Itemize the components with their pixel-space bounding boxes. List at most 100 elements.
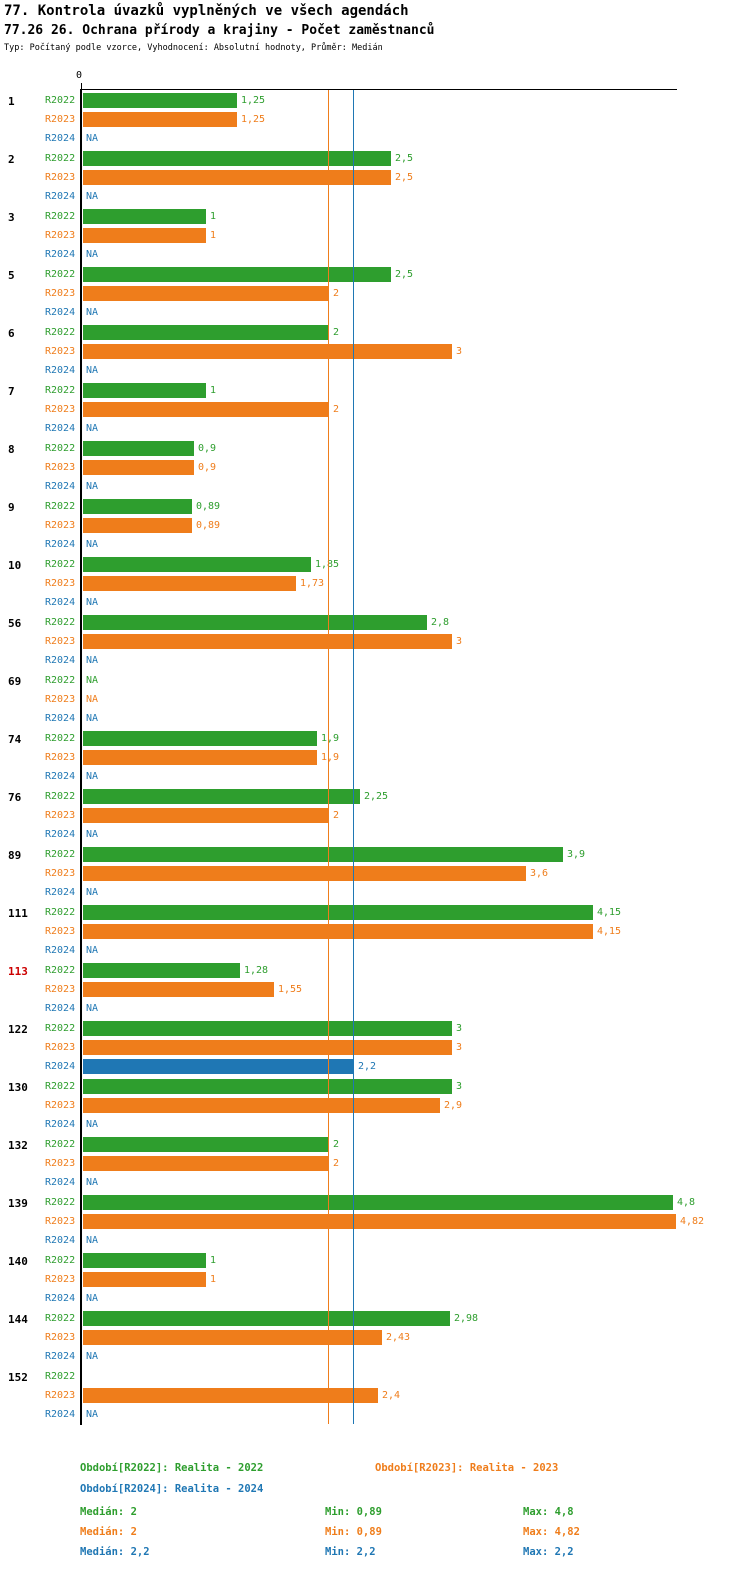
group-id-label: 7	[8, 385, 15, 398]
bar	[83, 1156, 329, 1171]
bar	[83, 151, 391, 166]
bar	[83, 170, 391, 185]
bar-group: 5 R2022 2,5 R2023 2 R2024 NA	[0, 265, 750, 323]
value-label: 2	[333, 1139, 340, 1150]
bar-row: R2022 3,9	[0, 845, 750, 864]
series-label: R2023	[45, 1274, 76, 1285]
series-label: R2023	[45, 1100, 76, 1111]
series-label: R2024	[45, 307, 76, 318]
bar-row: R2024 NA	[0, 651, 750, 670]
value-label: 1,73	[300, 578, 325, 589]
bar-row: R2023 3	[0, 1038, 750, 1057]
bar-group: 9 R2022 0,89 R2023 0,89 R2024 NA	[0, 497, 750, 555]
value-label: 2,2	[358, 1061, 377, 1072]
bar-group: 69 R2022 NA R2023 NA R2024 NA	[0, 671, 750, 729]
value-label: 2,5	[395, 269, 414, 280]
value-label: NA	[86, 423, 99, 434]
value-label: 2,25	[364, 791, 389, 802]
bar-row: R2022 0,9	[0, 439, 750, 458]
bar-group: 132 R2022 2 R2023 2 R2024 NA	[0, 1135, 750, 1193]
series-label: R2022	[45, 733, 76, 744]
bar-row: R2024 NA	[0, 303, 750, 322]
bar-group: 111 R2022 4,15 R2023 4,15 R2024 NA	[0, 903, 750, 961]
bar	[83, 112, 237, 127]
group-id-label: 89	[8, 849, 22, 862]
group-id-label: 8	[8, 443, 15, 456]
bar-row: R2022 1	[0, 1251, 750, 1270]
value-label: NA	[86, 945, 99, 956]
series-label: R2023	[45, 694, 76, 705]
group-id-label: 74	[8, 733, 22, 746]
value-label: NA	[86, 481, 99, 492]
bar-row: R2023 2	[0, 284, 750, 303]
series-label: R2023	[45, 230, 76, 241]
series-label: R2022	[45, 849, 76, 860]
series-label: R2024	[45, 365, 76, 376]
bar-row: R2023 2,4	[0, 1386, 750, 1405]
series-label: R2023	[45, 520, 76, 531]
bar	[83, 905, 593, 920]
bar-row: R2023 2	[0, 806, 750, 825]
bar	[83, 731, 317, 746]
value-label: NA	[86, 1409, 99, 1420]
series-label: R2024	[45, 887, 76, 898]
bar-group: 113 R2022 1,28 R2023 1,55 R2024 NA	[0, 961, 750, 1019]
bar	[83, 1330, 382, 1345]
bar	[83, 286, 329, 301]
bar-row: R2022 0,89	[0, 497, 750, 516]
series-label: R2023	[45, 1158, 76, 1169]
bar	[83, 267, 391, 282]
bar-row: R2024 NA	[0, 419, 750, 438]
bar-row: R2022 1,9	[0, 729, 750, 748]
bar	[83, 1214, 676, 1229]
bar-row: R2022 1,85	[0, 555, 750, 574]
value-label: 1	[210, 230, 217, 241]
bar-group: 1 R2022 1,25 R2023 1,25 R2024 NA	[0, 91, 750, 149]
bar-row: R2022 3	[0, 1019, 750, 1038]
bar-row: R2023 2	[0, 400, 750, 419]
series-label: R2024	[45, 1177, 76, 1188]
series-label: R2024	[45, 249, 76, 260]
series-label: R2023	[45, 346, 76, 357]
group-id-label: 56	[8, 617, 22, 630]
bar-row: R2023 2	[0, 1154, 750, 1173]
y-axis-line	[80, 89, 82, 1425]
value-label: NA	[86, 887, 99, 898]
value-label: NA	[86, 1119, 99, 1130]
x-axis-line	[82, 89, 677, 90]
bar-row: R2023 1,55	[0, 980, 750, 999]
bar-group: 144 R2022 2,98 R2023 2,43 R2024 NA	[0, 1309, 750, 1367]
legend-max-r2022: Max: 4,8	[523, 1506, 574, 1518]
bar-group: 6 R2022 2 R2023 3 R2024 NA	[0, 323, 750, 381]
group-id-label: 10	[8, 559, 22, 572]
bar-row: R2023 2,9	[0, 1096, 750, 1115]
legend-min-r2022: Min: 0,89	[325, 1506, 382, 1518]
bar-row: R2022 1	[0, 207, 750, 226]
series-label: R2024	[45, 423, 76, 434]
value-label: NA	[86, 829, 99, 840]
bar-row: R2023 3	[0, 342, 750, 361]
series-label: R2024	[45, 1119, 76, 1130]
series-label: R2024	[45, 1351, 76, 1362]
value-label: NA	[86, 675, 99, 686]
group-id-label: 9	[8, 501, 15, 514]
group-id-label: 113	[8, 965, 28, 978]
series-label: R2023	[45, 1332, 76, 1343]
series-label: R2022	[45, 385, 76, 396]
value-label: 3	[456, 1081, 463, 1092]
bar	[83, 982, 274, 997]
bar-group: 76 R2022 2,25 R2023 2 R2024 NA	[0, 787, 750, 845]
value-label: 0,9	[198, 443, 217, 454]
series-label: R2022	[45, 965, 76, 976]
bar	[83, 499, 192, 514]
value-label: NA	[86, 133, 99, 144]
value-label: 1,25	[241, 114, 266, 125]
legend-max-r2023: Max: 4,82	[523, 1526, 580, 1538]
bar-row: R2024 NA	[0, 1405, 750, 1424]
bar-row: R2022 2,8	[0, 613, 750, 632]
page-title: 77. Kontrola úvazků vyplněných ve všech …	[4, 3, 409, 19]
value-label: 4,15	[597, 907, 622, 918]
bar-row: R2022 2	[0, 1135, 750, 1154]
series-label: R2023	[45, 1042, 76, 1053]
bar-row: R2024 NA	[0, 825, 750, 844]
